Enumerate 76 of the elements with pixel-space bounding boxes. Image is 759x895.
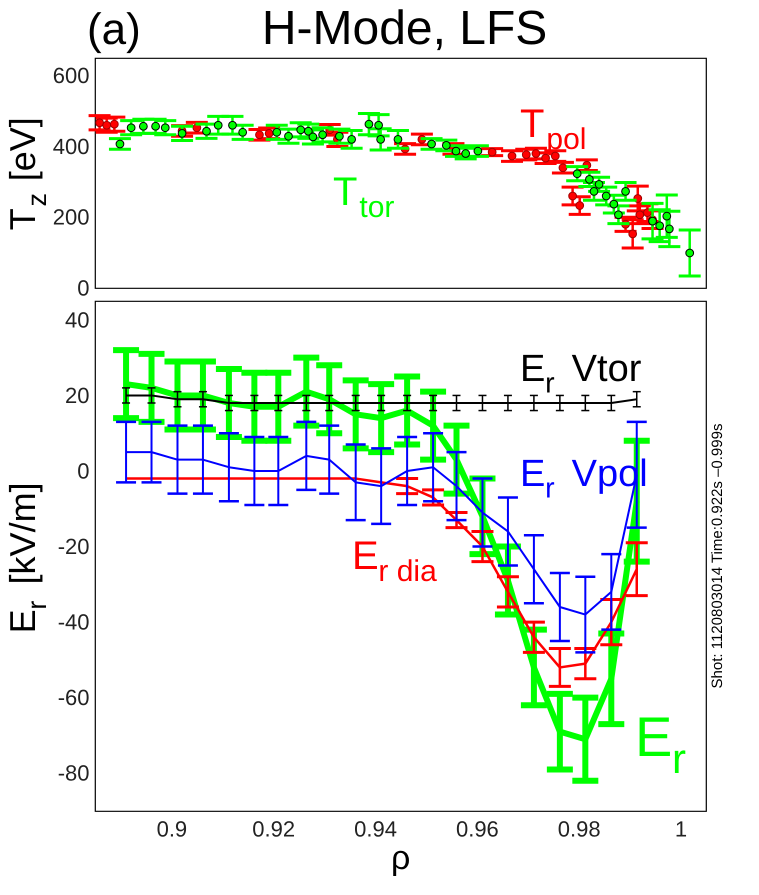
point bbox=[178, 129, 186, 138]
x-tick-label: 0.94 bbox=[354, 816, 397, 842]
y-tick-label: -60 bbox=[58, 685, 90, 710]
point bbox=[461, 149, 470, 158]
point bbox=[364, 120, 374, 129]
y-axis-title: Tz [eV] bbox=[2, 117, 52, 230]
point bbox=[160, 123, 170, 132]
y-tick-label: 0 bbox=[77, 458, 90, 484]
point bbox=[304, 126, 313, 136]
point bbox=[522, 150, 531, 159]
chart-title: H-Mode, LFS bbox=[262, 2, 548, 55]
point bbox=[452, 146, 460, 156]
point bbox=[110, 120, 119, 129]
y-tick-label: 40 bbox=[65, 307, 90, 332]
x-tick-label: 1 bbox=[674, 816, 688, 842]
point bbox=[614, 210, 623, 220]
point bbox=[116, 140, 124, 148]
point bbox=[374, 120, 383, 130]
point bbox=[151, 122, 160, 131]
point bbox=[585, 175, 594, 184]
point bbox=[202, 126, 211, 136]
y-tick-label: 20 bbox=[65, 382, 90, 408]
y-tick-label: 400 bbox=[52, 134, 90, 159]
point bbox=[572, 169, 582, 178]
point bbox=[272, 128, 282, 137]
point bbox=[621, 187, 630, 196]
point bbox=[318, 130, 327, 140]
x-tick-label: 0.92 bbox=[252, 816, 296, 842]
point bbox=[264, 129, 274, 138]
point bbox=[95, 118, 104, 128]
y-tick-label: -80 bbox=[58, 760, 90, 786]
point bbox=[474, 146, 482, 156]
point bbox=[662, 212, 672, 221]
y-tick-label: -20 bbox=[58, 534, 90, 560]
point bbox=[628, 229, 638, 238]
y-tick-label: 200 bbox=[52, 204, 90, 230]
point bbox=[541, 154, 550, 163]
point bbox=[590, 187, 598, 196]
point bbox=[602, 192, 611, 200]
point bbox=[442, 141, 451, 150]
point bbox=[238, 128, 248, 137]
point bbox=[102, 120, 112, 130]
y-tick-label: 0 bbox=[77, 276, 90, 300]
point bbox=[126, 123, 136, 132]
point bbox=[255, 130, 264, 140]
point bbox=[394, 135, 402, 144]
y-tick-label: 600 bbox=[52, 63, 90, 88]
point bbox=[594, 180, 604, 189]
point bbox=[376, 135, 386, 144]
point bbox=[335, 132, 344, 141]
point bbox=[664, 224, 674, 234]
text: Shot: 1120803014 Time:0.922s –0.999s bbox=[709, 424, 726, 688]
point bbox=[427, 140, 436, 148]
point bbox=[508, 152, 516, 160]
point bbox=[139, 122, 148, 131]
point bbox=[609, 200, 618, 209]
y-tick-label: -40 bbox=[58, 610, 90, 635]
point bbox=[532, 149, 540, 158]
y-axis-title: Er [kV/m] bbox=[2, 482, 52, 634]
point bbox=[296, 125, 306, 134]
x-axis-title: ρ bbox=[390, 839, 410, 877]
point bbox=[347, 135, 356, 144]
point bbox=[685, 248, 694, 258]
point bbox=[655, 221, 664, 230]
x-tick-label: 0.9 bbox=[156, 816, 188, 842]
point bbox=[488, 148, 497, 156]
point bbox=[575, 201, 584, 210]
point bbox=[568, 192, 577, 200]
text: (a) bbox=[87, 5, 141, 54]
point bbox=[228, 120, 237, 130]
x-tick-label: 0.98 bbox=[558, 816, 601, 842]
x-tick-label: 0.96 bbox=[456, 816, 499, 842]
point bbox=[308, 132, 318, 142]
point bbox=[635, 210, 644, 220]
point bbox=[214, 120, 223, 130]
point bbox=[284, 132, 293, 141]
